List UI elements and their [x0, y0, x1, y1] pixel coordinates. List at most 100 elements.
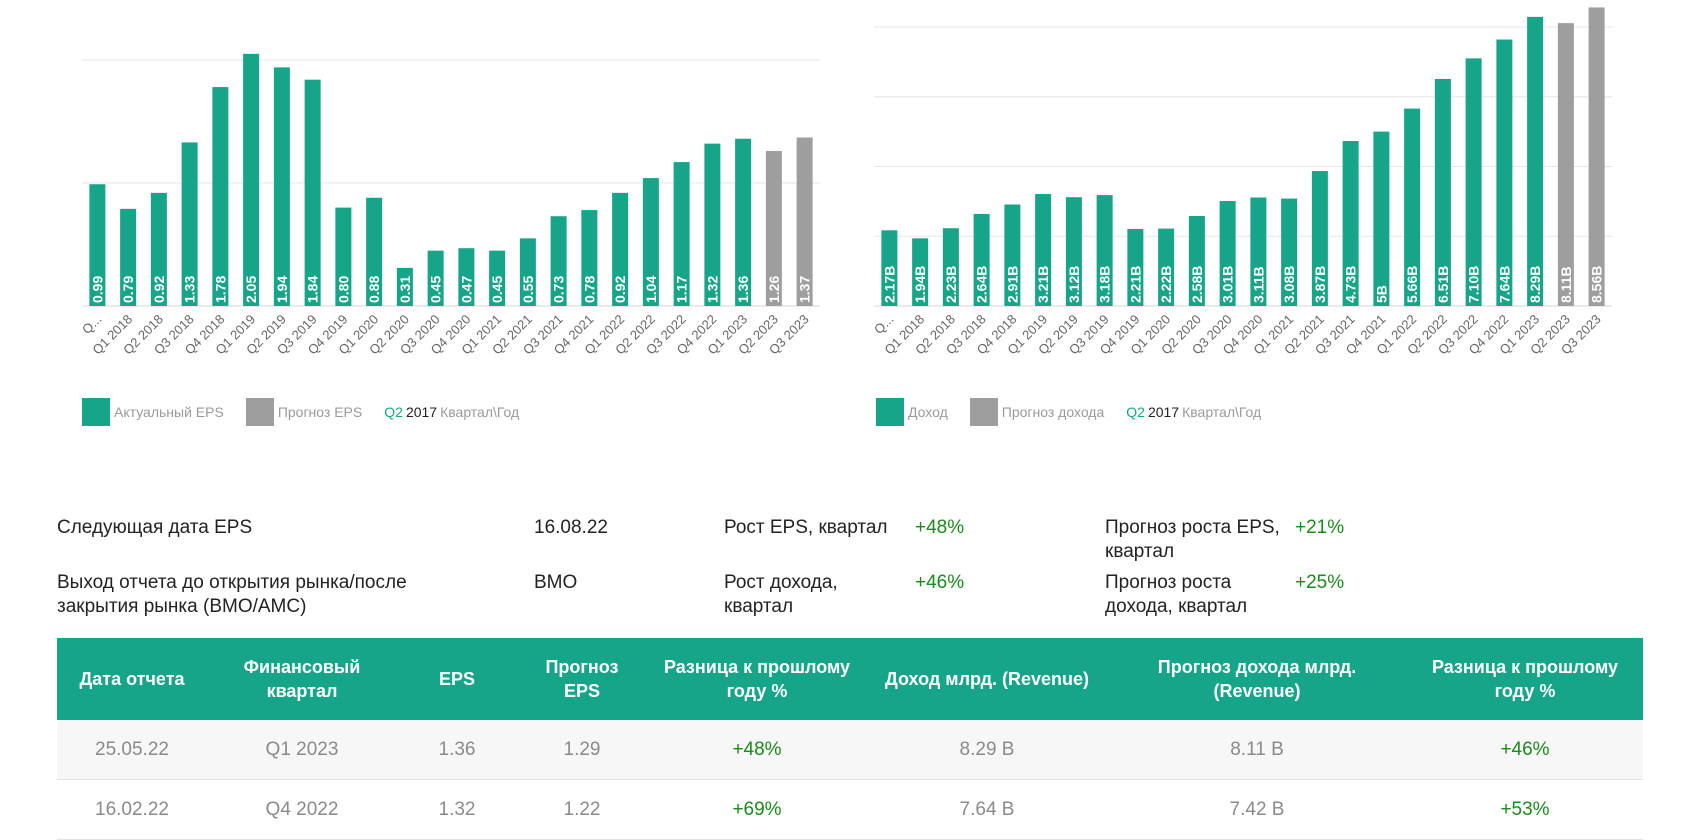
legend-item-revenue[interactable]: Доход [876, 398, 948, 426]
revenue-bar-actual[interactable] [1096, 195, 1113, 306]
eps-bar-actual[interactable] [427, 250, 444, 306]
table-header-row: Дата отчета Финансовый квартал EPS Прогн… [57, 638, 1643, 720]
eps-bar-actual[interactable] [335, 207, 352, 306]
revenue-forecast-growth-label: Прогноз роста дохода, квартал [1105, 572, 1248, 617]
eps-bar-value-label: 0.31 [397, 276, 413, 303]
legend-note-year: 2017 [405, 404, 438, 420]
eps-bar-actual[interactable] [89, 184, 106, 306]
column-header-eps-yoy-diff[interactable]: Разница к прошлому году % [647, 638, 867, 720]
legend-note-year: 2017 [1147, 404, 1180, 420]
revenue-bar-value-label: 1.94B [912, 266, 928, 303]
revenue-bar-actual[interactable] [1250, 197, 1267, 306]
eps-bar-actual[interactable] [673, 162, 690, 306]
revenue-bar-actual[interactable] [1158, 228, 1175, 306]
revenue-bar-actual[interactable] [1004, 204, 1021, 306]
revenue-bar-actual[interactable] [1219, 201, 1236, 306]
cell-eps-yoy-diff: +69% [647, 779, 867, 840]
revenue-bar-actual[interactable] [942, 228, 959, 306]
revenue-bar-actual[interactable] [1342, 141, 1359, 306]
revenue-bar-actual[interactable] [1434, 78, 1451, 306]
cell-revenue-yoy-diff: +53% [1407, 779, 1643, 840]
eps-bar-forecast[interactable] [765, 151, 782, 306]
eps-bar-actual[interactable] [581, 210, 598, 306]
revenue-growth-value: +46% [915, 572, 965, 593]
revenue-bar-actual[interactable] [1281, 198, 1298, 306]
revenue-bar-value-label: 2.58B [1189, 266, 1205, 303]
revenue-bar-actual[interactable] [1373, 131, 1390, 306]
eps-bar-actual[interactable] [273, 67, 290, 306]
revenue-bar-value-label: 7.64B [1496, 266, 1512, 303]
revenue-bar-actual[interactable] [881, 230, 898, 306]
eps-bar-actual[interactable] [612, 192, 629, 306]
column-header-report-date[interactable]: Дата отчета [57, 638, 207, 720]
revenue-bar-actual[interactable] [1035, 194, 1052, 306]
eps-bar-actual[interactable] [150, 192, 167, 306]
eps-bar-actual[interactable] [458, 248, 475, 306]
revenue-bar-actual[interactable] [1527, 16, 1544, 307]
eps-bar-actual[interactable] [489, 250, 506, 306]
eps-chart: 0.99 Q... 0.79 Q1 2018 0.92 Q2 2018 1.33 Q3 201… [0, 0, 840, 440]
legend-item-forecast-revenue[interactable]: Прогноз дохода [969, 398, 1104, 426]
cell-revenue-forecast: 7.42 B [1107, 779, 1407, 840]
eps-bar-actual[interactable] [704, 143, 721, 306]
legend-swatch-forecast [245, 398, 274, 426]
eps-bar-actual[interactable] [304, 79, 321, 307]
eps-bar-value-label: 1.36 [735, 276, 751, 303]
column-header-eps-forecast[interactable]: Прогноз EPS [517, 638, 647, 720]
eps-bar-actual[interactable] [642, 178, 659, 306]
cell-fiscal-quarter: Q4 2022 [207, 779, 397, 840]
legend-axis-note: Q2 2017 Квартал\Год [384, 404, 519, 420]
revenue-bar-value-label: 3.08B [1281, 266, 1297, 303]
eps-bar-value-label: 0.92 [612, 276, 628, 303]
legend-item-actual-eps[interactable]: Актуальный EPS [82, 398, 224, 426]
column-header-fiscal-quarter[interactable]: Финансовый квартал [207, 638, 397, 720]
revenue-bar-actual[interactable] [912, 238, 929, 306]
legend-note-label: Квартал\Год [440, 404, 520, 420]
revenue-bar-actual[interactable] [1496, 39, 1513, 306]
eps-bar-actual[interactable] [243, 53, 260, 306]
report-time-label: Выход отчета до открытия рынка/после зак… [57, 572, 407, 617]
eps-bar-actual[interactable] [550, 216, 567, 306]
revenue-bar-forecast[interactable] [1557, 23, 1574, 306]
cell-report-date: 25.05.22 [57, 720, 207, 780]
eps-bar-actual[interactable] [735, 138, 752, 306]
eps-bar-value-label: 0.45 [489, 276, 505, 303]
eps-bar-actual[interactable] [396, 267, 413, 306]
eps-bar-value-label: 1.78 [212, 276, 228, 303]
eps-bar-actual[interactable] [181, 142, 198, 306]
eps-bar-actual[interactable] [120, 208, 137, 306]
cell-report-date: 16.02.22 [57, 779, 207, 840]
revenue-bar-actual[interactable] [1311, 171, 1328, 306]
revenue-bar-actual[interactable] [1465, 58, 1482, 307]
revenue-bar-value-label: 8.56B [1589, 266, 1605, 303]
eps-bar-actual[interactable] [519, 238, 536, 306]
legend-label-revenue: Доход [908, 404, 948, 420]
eps-bar-value-label: 0.78 [581, 276, 597, 303]
column-header-revenue[interactable]: Доход млрд. (Revenue) [867, 638, 1107, 720]
revenue-bar-value-label: 6.51B [1435, 266, 1451, 303]
column-header-revenue-forecast[interactable]: Прогноз дохода млрд. (Revenue) [1107, 638, 1407, 720]
revenue-bar-actual[interactable] [973, 213, 990, 306]
revenue-bar-actual[interactable] [1188, 216, 1205, 306]
eps-bar-value-label: 1.17 [674, 276, 690, 303]
revenue-bar-value-label: 2.23B [943, 266, 959, 303]
cell-eps-forecast: 1.29 [517, 720, 647, 780]
cell-revenue: 7.64 B [867, 779, 1107, 840]
revenue-bar-actual[interactable] [1065, 197, 1082, 306]
revenue-bar-actual[interactable] [1404, 108, 1421, 306]
revenue-bar-value-label: 2.91B [1004, 266, 1020, 303]
revenue-bar-forecast[interactable] [1588, 7, 1605, 306]
revenue-bar-actual[interactable] [1127, 228, 1144, 306]
eps-bar-forecast[interactable] [796, 137, 813, 306]
legend-item-forecast-eps[interactable]: Прогноз EPS [245, 398, 362, 426]
cell-revenue: 8.29 B [867, 720, 1107, 780]
cell-revenue-yoy-diff: +46% [1407, 720, 1643, 780]
eps-bar-value-label: 0.55 [520, 276, 536, 303]
revenue-bar-value-label: 4.73B [1343, 266, 1359, 303]
eps-bar-actual[interactable] [212, 87, 229, 306]
eps-bar-actual[interactable] [366, 197, 383, 306]
earnings-table: Дата отчета Финансовый квартал EPS Прогн… [57, 638, 1643, 840]
eps-bar-value-label: 1.33 [182, 276, 198, 303]
column-header-eps[interactable]: EPS [397, 638, 517, 720]
column-header-revenue-yoy-diff[interactable]: Разница к прошлому году % [1407, 638, 1643, 720]
